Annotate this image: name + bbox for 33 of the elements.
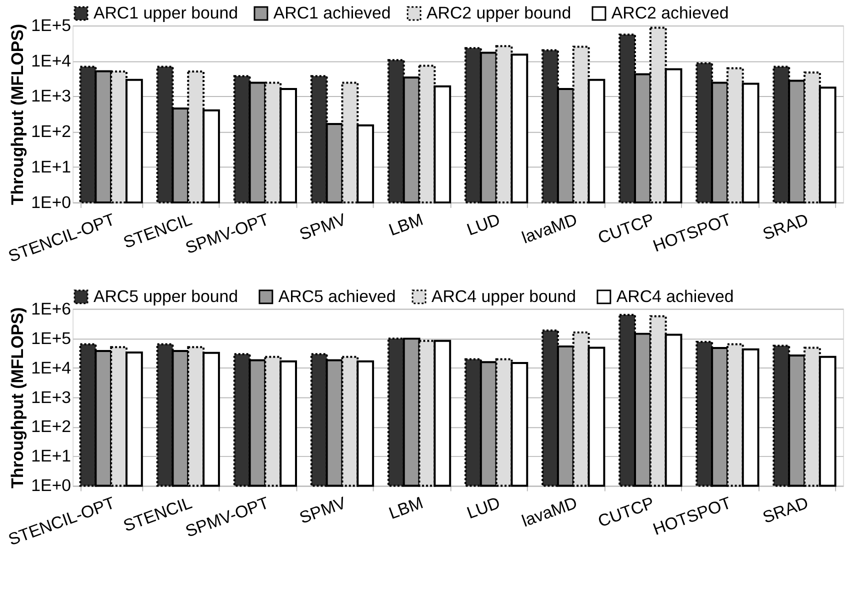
legend-label: ARC5 upper bound: [93, 286, 238, 306]
y-axis-title: Throughput (MFLOPS): [8, 307, 28, 488]
x-tick-label: LBM: [386, 210, 426, 240]
y-tick-label: 1E+0: [31, 476, 72, 496]
legend-label: ARC5 achieved: [278, 286, 396, 306]
x-tick-label: SPMV: [297, 210, 350, 244]
y-tick-label: 1E+1: [31, 446, 72, 466]
y-tick-label: 1E+3: [31, 388, 72, 407]
x-tick-label: lavaMD: [519, 493, 580, 531]
y-tick-label: 1E+0: [31, 192, 72, 212]
y-tick-label: 1E+2: [31, 417, 72, 436]
x-tick-label: SRAD: [760, 493, 811, 528]
legend-label: ARC2 upper bound: [426, 4, 572, 23]
y-tick-label: 1E+5: [31, 16, 72, 35]
legend-label: ARC1 upper bound: [93, 4, 238, 23]
x-tick-label: SRAD: [760, 210, 811, 244]
y-tick-label: 1E+5: [31, 328, 72, 348]
x-tick-label: LBM: [386, 493, 426, 523]
y-tick-label: 1E+3: [31, 86, 72, 106]
y-tick-label: 1E+2: [31, 122, 72, 142]
y-axis-title: Throughput (MFLOPS): [8, 24, 28, 205]
x-tick-label: SPMV: [297, 493, 350, 528]
legend-label: ARC2 achieved: [611, 4, 729, 23]
y-tick-label: 1E+1: [31, 158, 72, 177]
x-tick-label: LUD: [464, 210, 503, 240]
y-tick-label: 1E+4: [31, 51, 72, 70]
x-tick-label: lavaMD: [519, 210, 580, 248]
legend-label: ARC4 upper bound: [431, 286, 576, 306]
legend-label: ARC1 achieved: [273, 4, 391, 23]
y-tick-label: 1E+6: [31, 299, 72, 318]
x-tick-label: LUD: [464, 493, 503, 523]
y-tick-label: 1E+4: [31, 358, 72, 378]
legend-label: ARC4 achieved: [616, 286, 734, 306]
